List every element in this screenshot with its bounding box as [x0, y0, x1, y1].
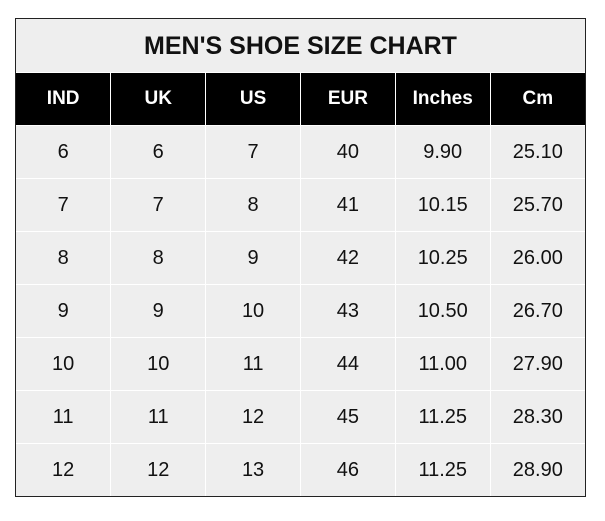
header-row: IND UK US EUR Inches Cm [16, 73, 585, 126]
size-table: IND UK US EUR Inches Cm 6 6 7 40 9.90 25.10 7 7 8 41 10… [16, 73, 585, 496]
cell-ind: 10 [16, 337, 111, 391]
column-header-eur: EUR [299, 73, 396, 126]
cell-cm: 26.70 [489, 284, 585, 338]
column-header-inches: Inches [394, 73, 491, 126]
chart-title: MEN'S SHOE SIZE CHART [16, 19, 585, 73]
cell-uk: 9 [110, 284, 206, 338]
cell-ind: 8 [16, 231, 111, 285]
cell-inches: 11.00 [394, 337, 491, 391]
cell-ind: 6 [16, 125, 111, 179]
cell-inches: 10.15 [394, 178, 491, 232]
cell-uk: 6 [110, 125, 206, 179]
cell-eur: 43 [299, 284, 396, 338]
cell-ind: 12 [16, 443, 111, 496]
cell-inches: 10.25 [394, 231, 491, 285]
column-header-cm: Cm [489, 73, 585, 126]
table-row: 7 7 8 41 10.15 25.70 [16, 178, 585, 232]
table-row: 9 9 10 43 10.50 26.70 [16, 284, 585, 338]
column-header-us: US [205, 73, 301, 126]
column-header-uk: UK [110, 73, 206, 126]
cell-us: 11 [205, 337, 301, 391]
cell-eur: 41 [299, 178, 396, 232]
cell-eur: 45 [299, 390, 396, 444]
cell-us: 8 [205, 178, 301, 232]
cell-us: 13 [205, 443, 301, 496]
cell-uk: 7 [110, 178, 206, 232]
cell-cm: 28.30 [489, 390, 585, 444]
table-row: 11 11 12 45 11.25 28.30 [16, 390, 585, 444]
cell-ind: 7 [16, 178, 111, 232]
cell-us: 7 [205, 125, 301, 179]
cell-eur: 42 [299, 231, 396, 285]
cell-us: 12 [205, 390, 301, 444]
cell-inches: 10.50 [394, 284, 491, 338]
cell-cm: 25.10 [489, 125, 585, 179]
table-row: 12 12 13 46 11.25 28.90 [16, 443, 585, 496]
cell-us: 9 [205, 231, 301, 285]
cell-cm: 25.70 [489, 178, 585, 232]
cell-uk: 11 [110, 390, 206, 444]
cell-cm: 28.90 [489, 443, 585, 496]
cell-us: 10 [205, 284, 301, 338]
cell-eur: 44 [299, 337, 396, 391]
table-row: 6 6 7 40 9.90 25.10 [16, 125, 585, 179]
cell-inches: 11.25 [394, 443, 491, 496]
cell-uk: 10 [110, 337, 206, 391]
cell-inches: 9.90 [394, 125, 491, 179]
cell-inches: 11.25 [394, 390, 491, 444]
cell-ind: 9 [16, 284, 111, 338]
cell-cm: 26.00 [489, 231, 585, 285]
cell-ind: 11 [16, 390, 111, 444]
column-header-ind: IND [16, 73, 111, 126]
cell-uk: 8 [110, 231, 206, 285]
cell-uk: 12 [110, 443, 206, 496]
cell-eur: 40 [299, 125, 396, 179]
cell-cm: 27.90 [489, 337, 585, 391]
cell-eur: 46 [299, 443, 396, 496]
shoe-size-chart: MEN'S SHOE SIZE CHART IND UK US EUR Inches Cm… [15, 18, 586, 497]
table-row: 10 10 11 44 11.00 27.90 [16, 337, 585, 391]
table-row: 8 8 9 42 10.25 26.00 [16, 231, 585, 285]
